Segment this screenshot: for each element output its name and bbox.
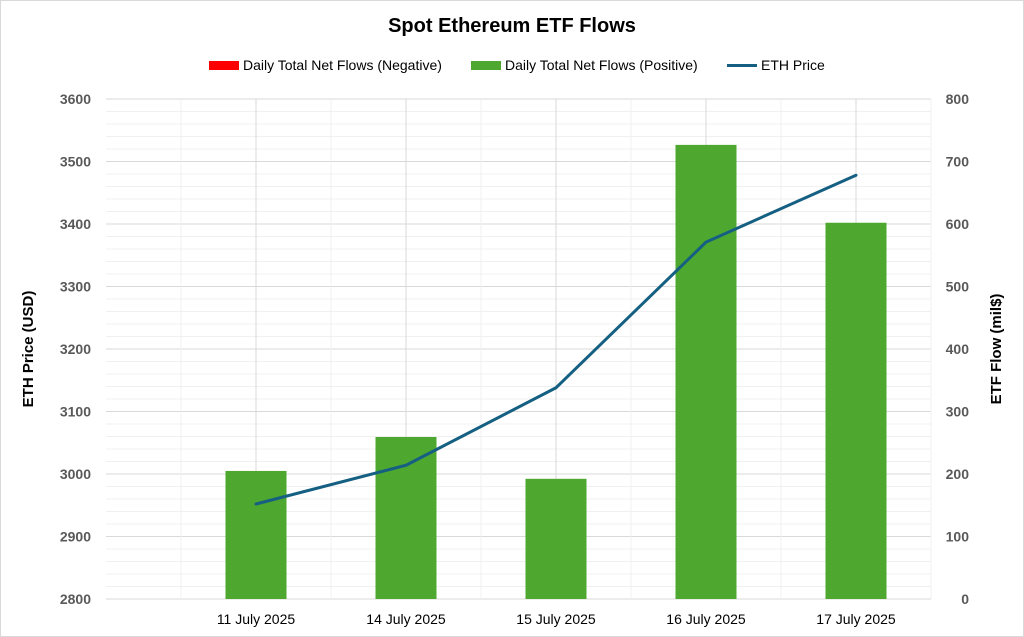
x-tick-label: 14 July 2025 bbox=[366, 611, 446, 627]
chart-title: Spot Ethereum ETF Flows bbox=[388, 15, 636, 37]
eth-price-line bbox=[254, 173, 858, 506]
y-tick-left-label: 3300 bbox=[60, 279, 91, 295]
y-axis-right-ticks: 800 700 600 500 400 300 200 100 0 bbox=[946, 91, 970, 607]
x-tick-label: 16 July 2025 bbox=[666, 611, 746, 627]
y-tick-left-label: 2800 bbox=[60, 591, 91, 607]
y-tick-left-label: 3500 bbox=[60, 154, 91, 170]
bar-positive bbox=[375, 437, 437, 599]
y-tick-right-label: 200 bbox=[946, 466, 970, 482]
y-axis-left-label: ETH Price (USD) bbox=[20, 291, 37, 408]
y-tick-left-label: 3600 bbox=[60, 91, 91, 107]
y-tick-right-label: 0 bbox=[961, 591, 969, 607]
legend-label-positive: Daily Total Net Flows (Positive) bbox=[505, 57, 698, 73]
y-axis-left-ticks: 3600 3500 3400 3300 3200 3100 3000 2900 2800 bbox=[60, 91, 91, 607]
y-tick-right-label: 500 bbox=[946, 279, 970, 295]
x-axis-ticks: 11 July 2025 14 July 2025 15 July 2025 16 J… bbox=[217, 611, 896, 627]
bar-positive bbox=[525, 478, 587, 599]
bar-positive bbox=[675, 144, 737, 599]
y-tick-right-label: 400 bbox=[946, 341, 970, 357]
y-tick-right-label: 600 bbox=[946, 216, 970, 232]
y-tick-left-label: 3100 bbox=[60, 404, 91, 420]
legend: Daily Total Net Flows (Negative) Daily T… bbox=[209, 57, 825, 73]
y-axis-right-label: ETF Flow (mil$) bbox=[988, 294, 1005, 405]
legend-swatch-positive bbox=[471, 61, 501, 70]
legend-label-eth-price: ETH Price bbox=[761, 57, 825, 73]
y-tick-right-label: 300 bbox=[946, 404, 970, 420]
legend-label-negative: Daily Total Net Flows (Negative) bbox=[243, 57, 442, 73]
x-tick-label: 15 July 2025 bbox=[516, 611, 596, 627]
y-tick-right-label: 700 bbox=[946, 154, 970, 170]
y-tick-right-label: 800 bbox=[946, 91, 970, 107]
bar-positive bbox=[825, 222, 887, 599]
eth-price-line-group bbox=[254, 173, 858, 506]
y-tick-left-label: 2900 bbox=[60, 529, 91, 545]
y-tick-left-label: 3400 bbox=[60, 216, 91, 232]
y-tick-right-label: 100 bbox=[946, 529, 970, 545]
x-tick-label: 11 July 2025 bbox=[217, 611, 296, 627]
y-tick-left-label: 3200 bbox=[60, 341, 91, 357]
bars bbox=[225, 144, 887, 599]
y-tick-left-label: 3000 bbox=[60, 466, 91, 482]
bar-positive bbox=[225, 470, 287, 599]
x-tick-label: 17 July 2025 bbox=[816, 611, 896, 627]
legend-swatch-negative bbox=[209, 61, 239, 70]
